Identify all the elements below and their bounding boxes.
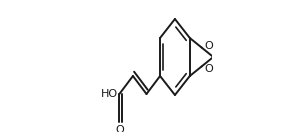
Text: O: O xyxy=(115,125,124,132)
Text: HO: HO xyxy=(100,89,118,99)
Text: O: O xyxy=(204,41,213,51)
Text: O: O xyxy=(204,63,213,74)
